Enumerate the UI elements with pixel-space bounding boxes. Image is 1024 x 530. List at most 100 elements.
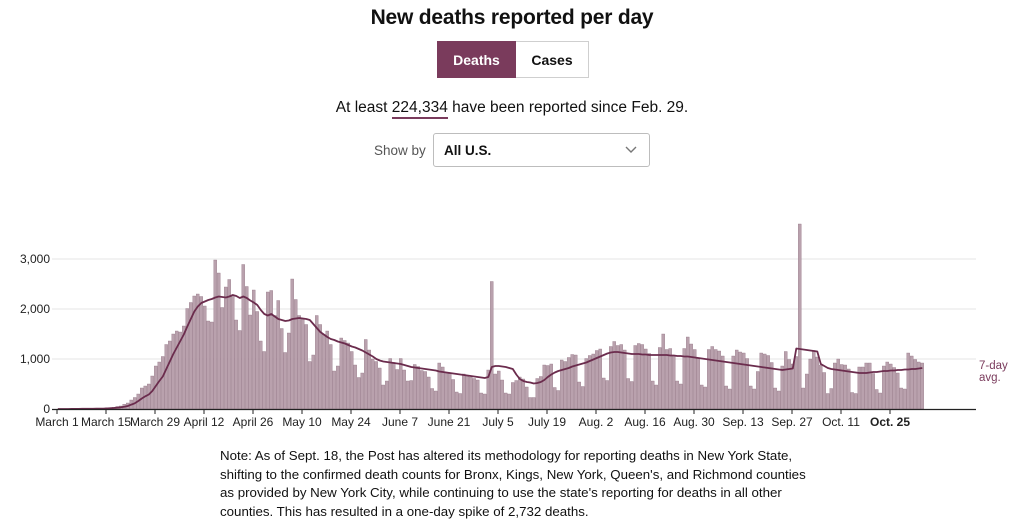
bar — [245, 286, 249, 410]
death-count: 224,334 — [391, 99, 448, 119]
bar — [616, 345, 620, 410]
bar — [707, 349, 711, 410]
bar — [549, 363, 553, 410]
bar — [679, 383, 683, 410]
bar — [752, 388, 756, 410]
bar — [574, 354, 578, 410]
bar — [532, 397, 536, 410]
bar — [332, 370, 336, 410]
bar — [311, 354, 315, 410]
bar — [584, 358, 588, 410]
bar — [357, 377, 361, 410]
bar — [525, 386, 529, 410]
bar — [556, 390, 560, 410]
deaths-tab[interactable]: Deaths — [437, 41, 516, 78]
bar — [777, 390, 781, 410]
bar — [301, 318, 305, 410]
bar — [294, 299, 298, 410]
bar — [521, 378, 525, 410]
x-tick-label: June 7 — [382, 415, 418, 429]
avg-line — [57, 294, 923, 410]
bar — [164, 344, 168, 410]
bar — [672, 355, 676, 410]
bar — [360, 372, 364, 410]
chevron-down-icon — [625, 146, 637, 153]
bar — [756, 371, 760, 410]
bar — [203, 305, 207, 410]
bar — [868, 362, 872, 410]
bar — [318, 324, 322, 410]
bar — [665, 349, 669, 410]
bar — [147, 383, 151, 410]
y-tick-label: 1,000 — [20, 352, 50, 366]
bar — [822, 372, 826, 410]
bar — [651, 380, 655, 410]
x-tick-label: May 10 — [282, 415, 322, 429]
bar — [168, 340, 172, 410]
bar — [658, 347, 662, 410]
bar — [420, 370, 424, 410]
bar — [210, 321, 214, 410]
bar — [507, 393, 511, 410]
bar — [675, 380, 679, 410]
bar — [343, 340, 347, 410]
bar — [787, 359, 791, 410]
x-tick-label: Sep. 13 — [722, 415, 764, 429]
bar — [476, 379, 480, 410]
bar — [588, 355, 592, 410]
bar — [570, 354, 574, 410]
bar — [784, 351, 788, 410]
bar — [437, 362, 441, 410]
summary-suffix: have been reported since Feb. 29. — [452, 99, 689, 116]
bar — [157, 361, 161, 410]
bar — [283, 352, 287, 410]
bar — [455, 391, 459, 410]
x-tick-label: Aug. 2 — [579, 415, 614, 429]
bar — [171, 333, 175, 410]
bar — [378, 367, 382, 410]
bar — [542, 364, 546, 410]
bar — [773, 387, 777, 410]
bar — [805, 373, 809, 410]
bar — [479, 392, 483, 410]
bar — [217, 272, 221, 410]
bar — [801, 387, 805, 410]
summary-text: At least 224,334 have been reported sinc… — [0, 99, 1024, 119]
bar — [336, 365, 340, 410]
bar — [609, 346, 613, 410]
bar — [703, 386, 707, 410]
bar — [413, 364, 417, 410]
bar — [206, 320, 210, 410]
bar — [231, 296, 235, 410]
bar — [238, 330, 242, 410]
bar — [353, 364, 357, 410]
bar — [623, 349, 627, 410]
bar — [493, 373, 497, 410]
bar — [224, 286, 228, 410]
bar — [661, 333, 665, 410]
bar — [546, 365, 550, 410]
bar — [710, 346, 714, 410]
bar — [497, 370, 501, 410]
bar — [385, 380, 389, 410]
bar — [469, 376, 473, 410]
cases-tab[interactable]: Cases — [516, 41, 589, 78]
bar — [882, 365, 886, 410]
bar — [346, 342, 350, 410]
bar — [847, 368, 851, 410]
bar — [399, 358, 403, 410]
bar — [269, 290, 273, 410]
bar — [906, 352, 910, 410]
bar — [483, 393, 487, 410]
bar — [339, 337, 343, 410]
bar — [826, 393, 830, 410]
bar — [182, 325, 186, 410]
region-select[interactable]: All U.S. — [433, 133, 650, 167]
bar — [287, 332, 291, 410]
bar — [899, 387, 903, 410]
summary-prefix: At least — [335, 99, 388, 116]
bar — [395, 369, 399, 410]
bar — [392, 362, 396, 410]
x-tick-label: May 24 — [331, 415, 371, 429]
bar — [871, 373, 875, 410]
